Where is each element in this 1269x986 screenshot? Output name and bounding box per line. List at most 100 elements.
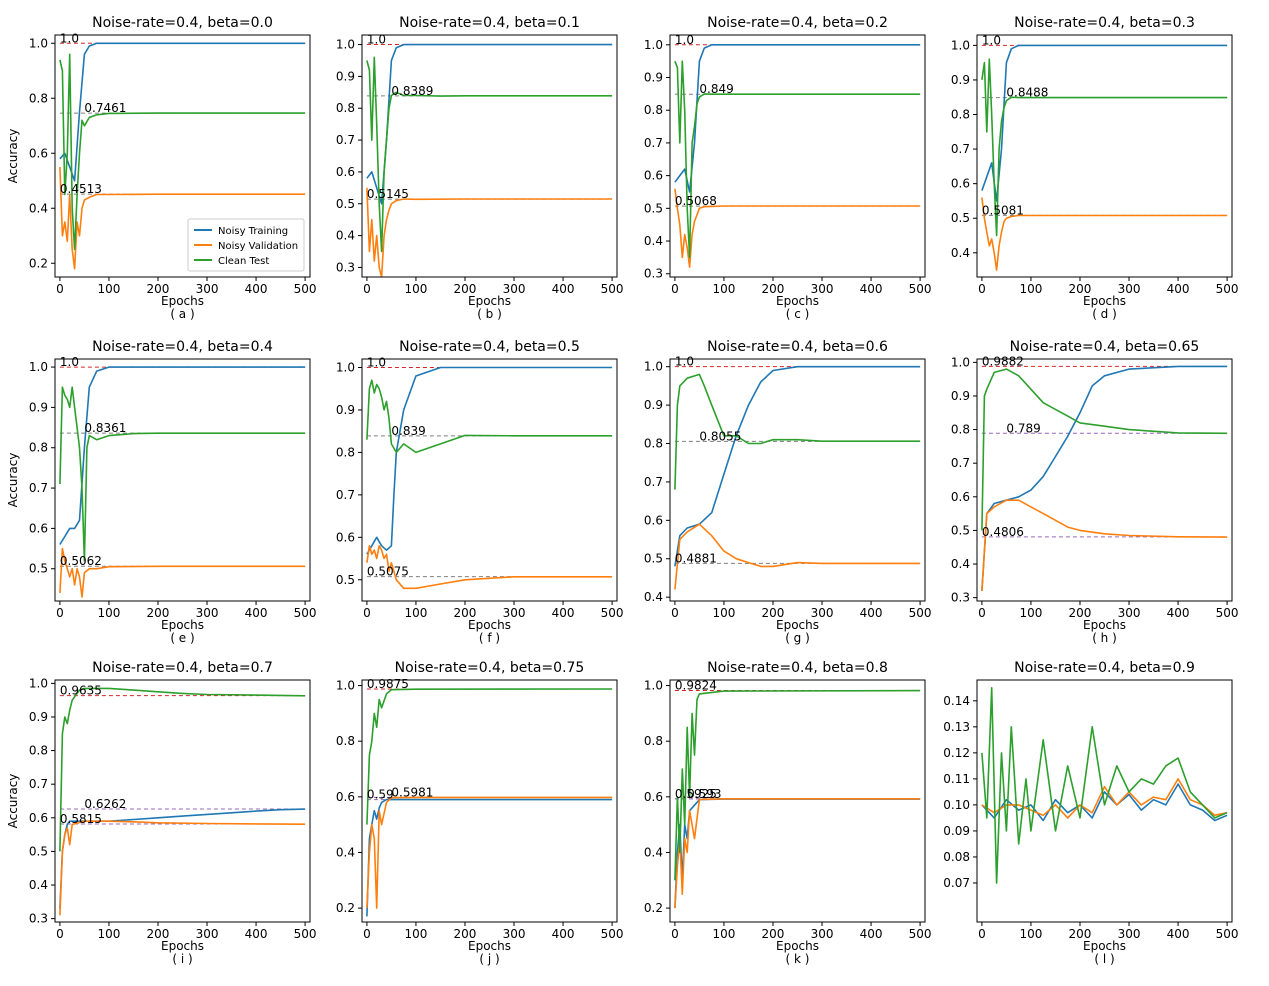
y-tick-label: 0.09 xyxy=(943,824,970,838)
subplot-c: Noise-rate=0.4, beta=0.2 1.0 0.849 0.5068 0 1… xyxy=(644,15,932,321)
subplot-title: Noise-rate=0.4, beta=0.9 xyxy=(1014,660,1195,676)
series-line-val xyxy=(59,820,306,916)
subplot-title: Noise-rate=0.4, beta=0.3 xyxy=(1014,15,1195,31)
series-group xyxy=(366,43,613,277)
reference-label: 1.0 xyxy=(367,355,386,369)
legend-entry: Noisy Training xyxy=(218,226,288,237)
y-tick-label: 0.5 xyxy=(644,201,663,215)
y-tick-label: 0.5 xyxy=(951,523,970,537)
x-tick-label: 200 xyxy=(147,927,170,941)
y-tick-label: 1.0 xyxy=(644,360,663,374)
x-tick-label: 200 xyxy=(454,282,477,296)
y-tick-label: 0.8 xyxy=(29,744,48,758)
y-tick-label: 1.0 xyxy=(644,38,663,52)
x-tick-label: 300 xyxy=(1118,927,1141,941)
x-axis-label: Epochs xyxy=(776,294,819,308)
reference-label: 0.5075 xyxy=(367,565,409,579)
series-group xyxy=(981,365,1228,591)
subplot-title: Noise-rate=0.4, beta=0.2 xyxy=(707,15,888,31)
x-tick-label: 500 xyxy=(909,927,932,941)
subplot-b: Noise-rate=0.4, beta=0.1 1.0 0.8389 0.5145 0… xyxy=(336,15,624,321)
y-tick-label: 0.7 xyxy=(951,142,970,156)
series-group xyxy=(366,688,613,917)
y-tick-label: 0.4 xyxy=(336,845,355,859)
y-tick-label: 0.6 xyxy=(644,169,663,183)
x-tick-label: 500 xyxy=(1216,282,1239,296)
subplot-title: Noise-rate=0.4, beta=0.7 xyxy=(92,660,273,676)
y-tick-label: 0.6 xyxy=(644,513,663,527)
series-group xyxy=(674,689,921,909)
axes-frame xyxy=(54,34,311,278)
legend: Noisy Training Noisy Validation Clean Test xyxy=(187,218,305,272)
y-tick-label: 0.9 xyxy=(29,400,48,414)
x-tick-label: 400 xyxy=(245,606,268,620)
y-tick-label: 0.9 xyxy=(951,73,970,87)
y-tick-label: 0.7 xyxy=(336,488,355,502)
x-tick-label: 200 xyxy=(454,927,477,941)
y-tick-label: 0.2 xyxy=(644,901,663,915)
y-axis-label: Accuracy xyxy=(6,774,20,829)
series-line-train xyxy=(366,43,613,205)
x-tick-label: 200 xyxy=(1069,606,1092,620)
series-group xyxy=(59,42,306,270)
y-tick-label: 0.3 xyxy=(29,912,48,926)
reference-label: 1.0 xyxy=(982,33,1001,47)
subplot-caption: ( d ) xyxy=(1092,307,1117,321)
series-line-train xyxy=(366,366,613,555)
x-tick-label: 100 xyxy=(97,606,120,620)
x-tick-label: 200 xyxy=(147,606,170,620)
x-axis-label: Epochs xyxy=(1083,939,1126,953)
series-line-val xyxy=(366,187,613,277)
y-tick-label: 0.7 xyxy=(29,481,48,495)
y-tick-label: 0.07 xyxy=(943,876,970,890)
y-tick-label: 0.4 xyxy=(644,845,663,859)
x-tick-label: 400 xyxy=(245,927,268,941)
x-tick-label: 300 xyxy=(1118,282,1141,296)
y-tick-label: 0.6 xyxy=(951,177,970,191)
reference-label: 0.849 xyxy=(699,82,733,96)
y-tick-label: 0.11 xyxy=(943,772,970,786)
subplot-caption: ( j ) xyxy=(479,952,499,966)
y-tick-label: 1.0 xyxy=(336,360,355,374)
series-line-val xyxy=(981,778,1228,819)
subplot-f: Noise-rate=0.4, beta=0.5 1.0 0.839 0.5075 0 1… xyxy=(336,339,624,645)
subplot-e: Noise-rate=0.4, beta=0.4 1.0 0.8361 0.5062 0… xyxy=(6,339,317,645)
x-tick-label: 300 xyxy=(196,927,219,941)
series-line-train xyxy=(59,42,306,182)
y-tick-label: 0.7 xyxy=(336,133,355,147)
x-tick-label: 500 xyxy=(294,282,317,296)
subplot-caption: ( l ) xyxy=(1094,952,1114,966)
subplot-k: Noise-rate=0.4, beta=0.8 0.9824 0.59250.59… xyxy=(644,660,932,966)
y-tick-label: 0.5 xyxy=(29,844,48,858)
x-axis-label: Epochs xyxy=(468,939,511,953)
y-tick-label: 1.0 xyxy=(951,355,970,369)
x-tick-label: 100 xyxy=(712,606,735,620)
x-tick-label: 0 xyxy=(978,282,986,296)
series-line-val xyxy=(59,547,306,598)
y-tick-label: 0.4 xyxy=(29,878,48,892)
axes-frame xyxy=(976,358,1233,602)
reference-label: 1.0 xyxy=(60,355,79,369)
series-line-train xyxy=(981,44,1228,202)
subplot-caption: ( k ) xyxy=(786,952,810,966)
x-tick-label: 100 xyxy=(404,606,427,620)
x-tick-label: 200 xyxy=(1069,282,1092,296)
y-tick-label: 0.8 xyxy=(644,734,663,748)
axes-frame xyxy=(361,34,618,278)
reference-label: 0.9882 xyxy=(982,354,1024,368)
x-tick-label: 500 xyxy=(1216,606,1239,620)
subplot-title: Noise-rate=0.4, beta=0.6 xyxy=(707,339,888,355)
y-tick-label: 0.9 xyxy=(644,71,663,85)
x-tick-label: 0 xyxy=(363,927,371,941)
x-tick-label: 400 xyxy=(860,606,883,620)
y-tick-label: 0.7 xyxy=(29,777,48,791)
x-tick-label: 500 xyxy=(294,606,317,620)
y-tick-label: 1.0 xyxy=(336,38,355,52)
x-tick-label: 0 xyxy=(978,927,986,941)
y-tick-label: 0.7 xyxy=(951,456,970,470)
reference-label: 1.0 xyxy=(675,355,694,369)
subplot-j: Noise-rate=0.4, beta=0.750.9875 0.59810.5… xyxy=(336,660,624,966)
y-tick-label: 0.4 xyxy=(29,201,48,215)
series-group xyxy=(981,686,1228,884)
y-tick-label: 1.0 xyxy=(951,38,970,52)
